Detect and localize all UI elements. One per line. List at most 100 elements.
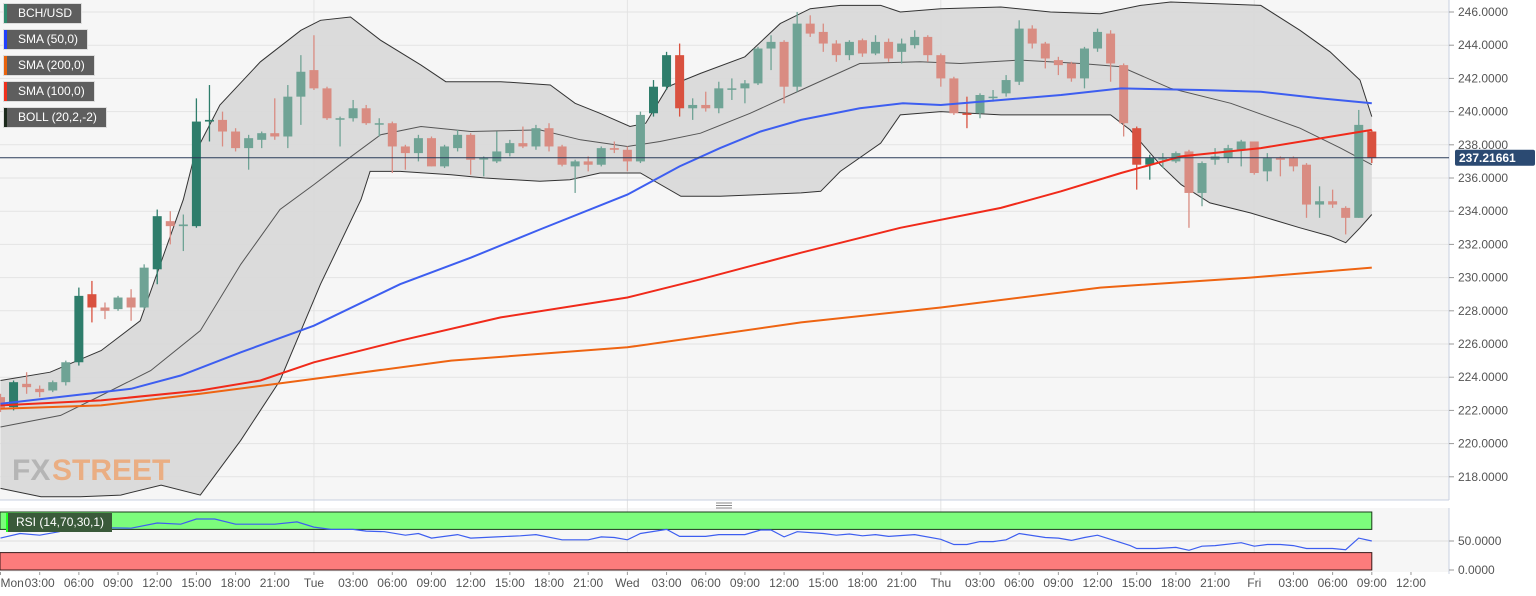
candle bbox=[1079, 46, 1089, 89]
candle-body bbox=[270, 133, 280, 137]
candle bbox=[1053, 56, 1063, 76]
candle-body bbox=[9, 382, 19, 408]
x-tick-label: 03:00 bbox=[25, 576, 55, 590]
candle bbox=[1001, 75, 1011, 97]
candle-body bbox=[453, 134, 463, 149]
candle bbox=[844, 40, 854, 61]
candle-body bbox=[61, 362, 71, 383]
x-tick-label: 06:00 bbox=[64, 576, 94, 590]
candle-body bbox=[714, 88, 724, 109]
panel-resize-handle[interactable] bbox=[716, 502, 732, 509]
candle bbox=[609, 141, 619, 154]
candle-body bbox=[492, 151, 502, 162]
x-tick-label: Wed bbox=[615, 576, 639, 590]
candle bbox=[505, 139, 515, 157]
y-tick-label: 228.0000 bbox=[1458, 304, 1508, 318]
candle bbox=[570, 159, 580, 193]
candle-body bbox=[1145, 158, 1155, 165]
candle bbox=[531, 124, 541, 150]
legend-item-boll[interactable]: BOLL (20,2,-2) bbox=[4, 108, 106, 127]
current-price-tag: 237.21661 bbox=[0, 149, 1535, 166]
candle bbox=[1106, 30, 1116, 82]
candle bbox=[244, 134, 254, 170]
candle-body bbox=[570, 161, 580, 167]
x-tick-label: 18:00 bbox=[221, 576, 251, 590]
candle-body bbox=[178, 224, 188, 227]
candle bbox=[113, 295, 123, 311]
candle bbox=[1315, 186, 1325, 218]
legend-item-sma200[interactable]: SMA (200,0) bbox=[4, 56, 94, 75]
rsi-legend-label: RSI (14,70,30,1) bbox=[16, 515, 105, 529]
candle bbox=[1145, 154, 1155, 180]
candle-body bbox=[1236, 141, 1246, 150]
candle-body bbox=[22, 383, 32, 388]
candle-body bbox=[1053, 60, 1063, 66]
candle bbox=[466, 133, 476, 175]
current-price-box bbox=[1455, 149, 1535, 166]
y-tick-label: 224.0000 bbox=[1458, 370, 1508, 384]
rsi-y-tick-label: 50.0000 bbox=[1458, 534, 1502, 548]
candle-body bbox=[727, 88, 737, 90]
candle-body bbox=[897, 43, 907, 52]
legend-item-bchusd[interactable]: BCH/USD bbox=[4, 4, 82, 23]
bollinger-band-fill bbox=[0, 2, 1372, 497]
candle-body bbox=[740, 83, 750, 89]
candle-body bbox=[113, 297, 123, 310]
rsi-legend[interactable]: RSI (14,70,30,1) bbox=[6, 513, 113, 532]
x-tick-label: 09:00 bbox=[1357, 576, 1387, 590]
candle bbox=[1288, 156, 1298, 172]
candle-body bbox=[413, 138, 423, 154]
x-tick-label: 03:00 bbox=[965, 576, 995, 590]
candle-body bbox=[126, 297, 136, 308]
legend-item-sma100[interactable]: SMA (100,0) bbox=[4, 82, 94, 101]
legend-item-sma50[interactable]: SMA (50,0) bbox=[4, 30, 88, 49]
x-tick-label: 06:00 bbox=[1318, 576, 1348, 590]
candle bbox=[818, 23, 828, 52]
x-tick-label: Fri bbox=[1247, 576, 1261, 590]
candle bbox=[766, 35, 776, 71]
candle bbox=[178, 214, 188, 252]
candle-body bbox=[1119, 65, 1129, 124]
candle bbox=[1119, 63, 1129, 137]
candle-body bbox=[557, 146, 567, 165]
x-tick-label: 15:00 bbox=[181, 576, 211, 590]
x-tick-label: 09:00 bbox=[730, 576, 760, 590]
y-tick-label: 218.0000 bbox=[1458, 470, 1508, 484]
candle bbox=[884, 38, 894, 62]
candle bbox=[61, 360, 71, 386]
candle-body bbox=[361, 108, 371, 124]
bollinger-upper-line bbox=[0, 1, 1373, 381]
x-tick-label: 06:00 bbox=[1004, 576, 1034, 590]
candle-body bbox=[1354, 124, 1364, 218]
candle-body bbox=[1223, 148, 1233, 159]
candle-body bbox=[871, 41, 881, 54]
rsi-panel bbox=[0, 511, 1449, 571]
candle bbox=[126, 289, 136, 321]
x-tick-label: 09:00 bbox=[416, 576, 446, 590]
candle-body bbox=[518, 143, 528, 147]
current-price-label: 237.21661 bbox=[1459, 151, 1516, 165]
candle-body bbox=[1079, 48, 1089, 79]
candle bbox=[649, 80, 658, 117]
candle-body bbox=[949, 78, 959, 114]
candle-body bbox=[583, 161, 593, 165]
candle bbox=[557, 144, 567, 167]
candle-body bbox=[1184, 151, 1194, 193]
candle bbox=[361, 104, 371, 125]
bollinger-lower-line bbox=[0, 111, 1373, 498]
candle bbox=[204, 85, 214, 142]
candle bbox=[413, 134, 423, 162]
candle-body bbox=[923, 36, 933, 56]
candle-body bbox=[1341, 207, 1351, 218]
rsi-y-tick-label: 0.0000 bbox=[1458, 563, 1495, 577]
rsi-oversold-zone bbox=[0, 552, 1373, 571]
candle-body bbox=[1106, 33, 1116, 64]
candle-body bbox=[1288, 158, 1298, 167]
x-tick-label: 21:00 bbox=[260, 576, 290, 590]
x-tick-label: Thu bbox=[930, 576, 951, 590]
candle bbox=[22, 372, 32, 394]
y-tick-label: 240.0000 bbox=[1458, 105, 1508, 119]
candle-body bbox=[988, 96, 998, 99]
candle bbox=[479, 156, 489, 177]
